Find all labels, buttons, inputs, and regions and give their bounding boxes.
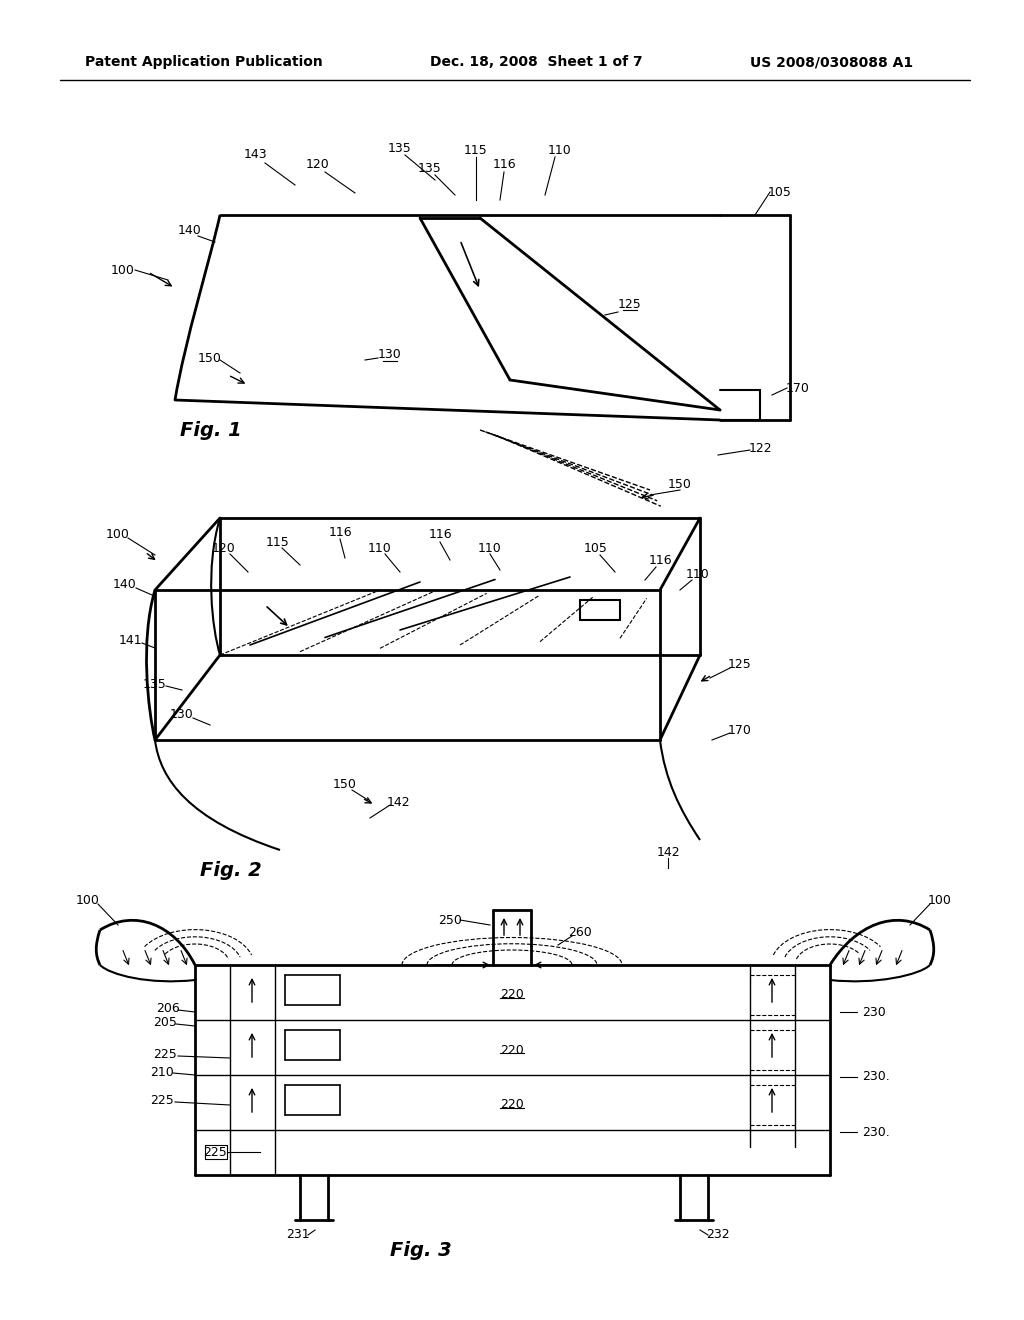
Text: 135: 135 bbox=[388, 141, 412, 154]
Text: 220: 220 bbox=[500, 1098, 524, 1111]
Text: 105: 105 bbox=[768, 186, 792, 198]
Text: 230.: 230. bbox=[862, 1126, 890, 1138]
Text: 140: 140 bbox=[113, 578, 137, 591]
Text: 115: 115 bbox=[464, 144, 487, 157]
Text: 115: 115 bbox=[266, 536, 290, 549]
Text: 105: 105 bbox=[584, 541, 608, 554]
Text: 110: 110 bbox=[686, 569, 710, 582]
Text: 232: 232 bbox=[707, 1229, 730, 1242]
Text: 116: 116 bbox=[648, 553, 672, 566]
Text: 260: 260 bbox=[568, 925, 592, 939]
Text: 116: 116 bbox=[328, 525, 352, 539]
Text: 122: 122 bbox=[749, 441, 772, 454]
Text: 125: 125 bbox=[728, 659, 752, 672]
Text: 205: 205 bbox=[153, 1015, 177, 1028]
Text: 110: 110 bbox=[368, 541, 392, 554]
Text: 100: 100 bbox=[76, 894, 100, 907]
Text: 142: 142 bbox=[656, 846, 680, 858]
Text: 210: 210 bbox=[151, 1065, 174, 1078]
Text: 110: 110 bbox=[548, 144, 571, 157]
Text: 140: 140 bbox=[178, 223, 202, 236]
Text: 225: 225 bbox=[151, 1093, 174, 1106]
Text: 125: 125 bbox=[618, 298, 642, 312]
Text: 120: 120 bbox=[212, 541, 236, 554]
Text: 141: 141 bbox=[118, 634, 141, 647]
Text: 130: 130 bbox=[170, 709, 194, 722]
Text: Fig. 3: Fig. 3 bbox=[390, 1241, 452, 1259]
Text: Fig. 1: Fig. 1 bbox=[180, 421, 242, 440]
Text: 116: 116 bbox=[493, 158, 516, 172]
Text: 150: 150 bbox=[333, 779, 357, 792]
Text: US 2008/0308088 A1: US 2008/0308088 A1 bbox=[750, 55, 913, 69]
Text: 225: 225 bbox=[203, 1146, 227, 1159]
Text: 120: 120 bbox=[306, 158, 330, 172]
Text: 170: 170 bbox=[786, 381, 810, 395]
Text: 170: 170 bbox=[728, 723, 752, 737]
Text: 250: 250 bbox=[438, 913, 462, 927]
Text: 150: 150 bbox=[668, 479, 692, 491]
Text: 130: 130 bbox=[378, 348, 401, 362]
Text: 150: 150 bbox=[198, 351, 222, 364]
Text: 110: 110 bbox=[478, 541, 502, 554]
Text: 142: 142 bbox=[386, 796, 410, 808]
Text: 230.: 230. bbox=[862, 1071, 890, 1084]
Text: 100: 100 bbox=[928, 894, 952, 907]
Text: 135: 135 bbox=[143, 678, 167, 692]
Text: 143: 143 bbox=[243, 149, 267, 161]
Text: 116: 116 bbox=[428, 528, 452, 541]
Text: 100: 100 bbox=[106, 528, 130, 541]
Text: 220: 220 bbox=[500, 989, 524, 1002]
Text: 220: 220 bbox=[500, 1044, 524, 1056]
Text: 206: 206 bbox=[156, 1002, 180, 1015]
Text: Dec. 18, 2008  Sheet 1 of 7: Dec. 18, 2008 Sheet 1 of 7 bbox=[430, 55, 643, 69]
Text: 230: 230 bbox=[862, 1006, 886, 1019]
Text: 100: 100 bbox=[111, 264, 135, 276]
Text: Fig. 2: Fig. 2 bbox=[200, 861, 262, 879]
Text: 135: 135 bbox=[418, 161, 442, 174]
Text: 231: 231 bbox=[286, 1229, 310, 1242]
Text: 225: 225 bbox=[154, 1048, 177, 1061]
Text: Patent Application Publication: Patent Application Publication bbox=[85, 55, 323, 69]
